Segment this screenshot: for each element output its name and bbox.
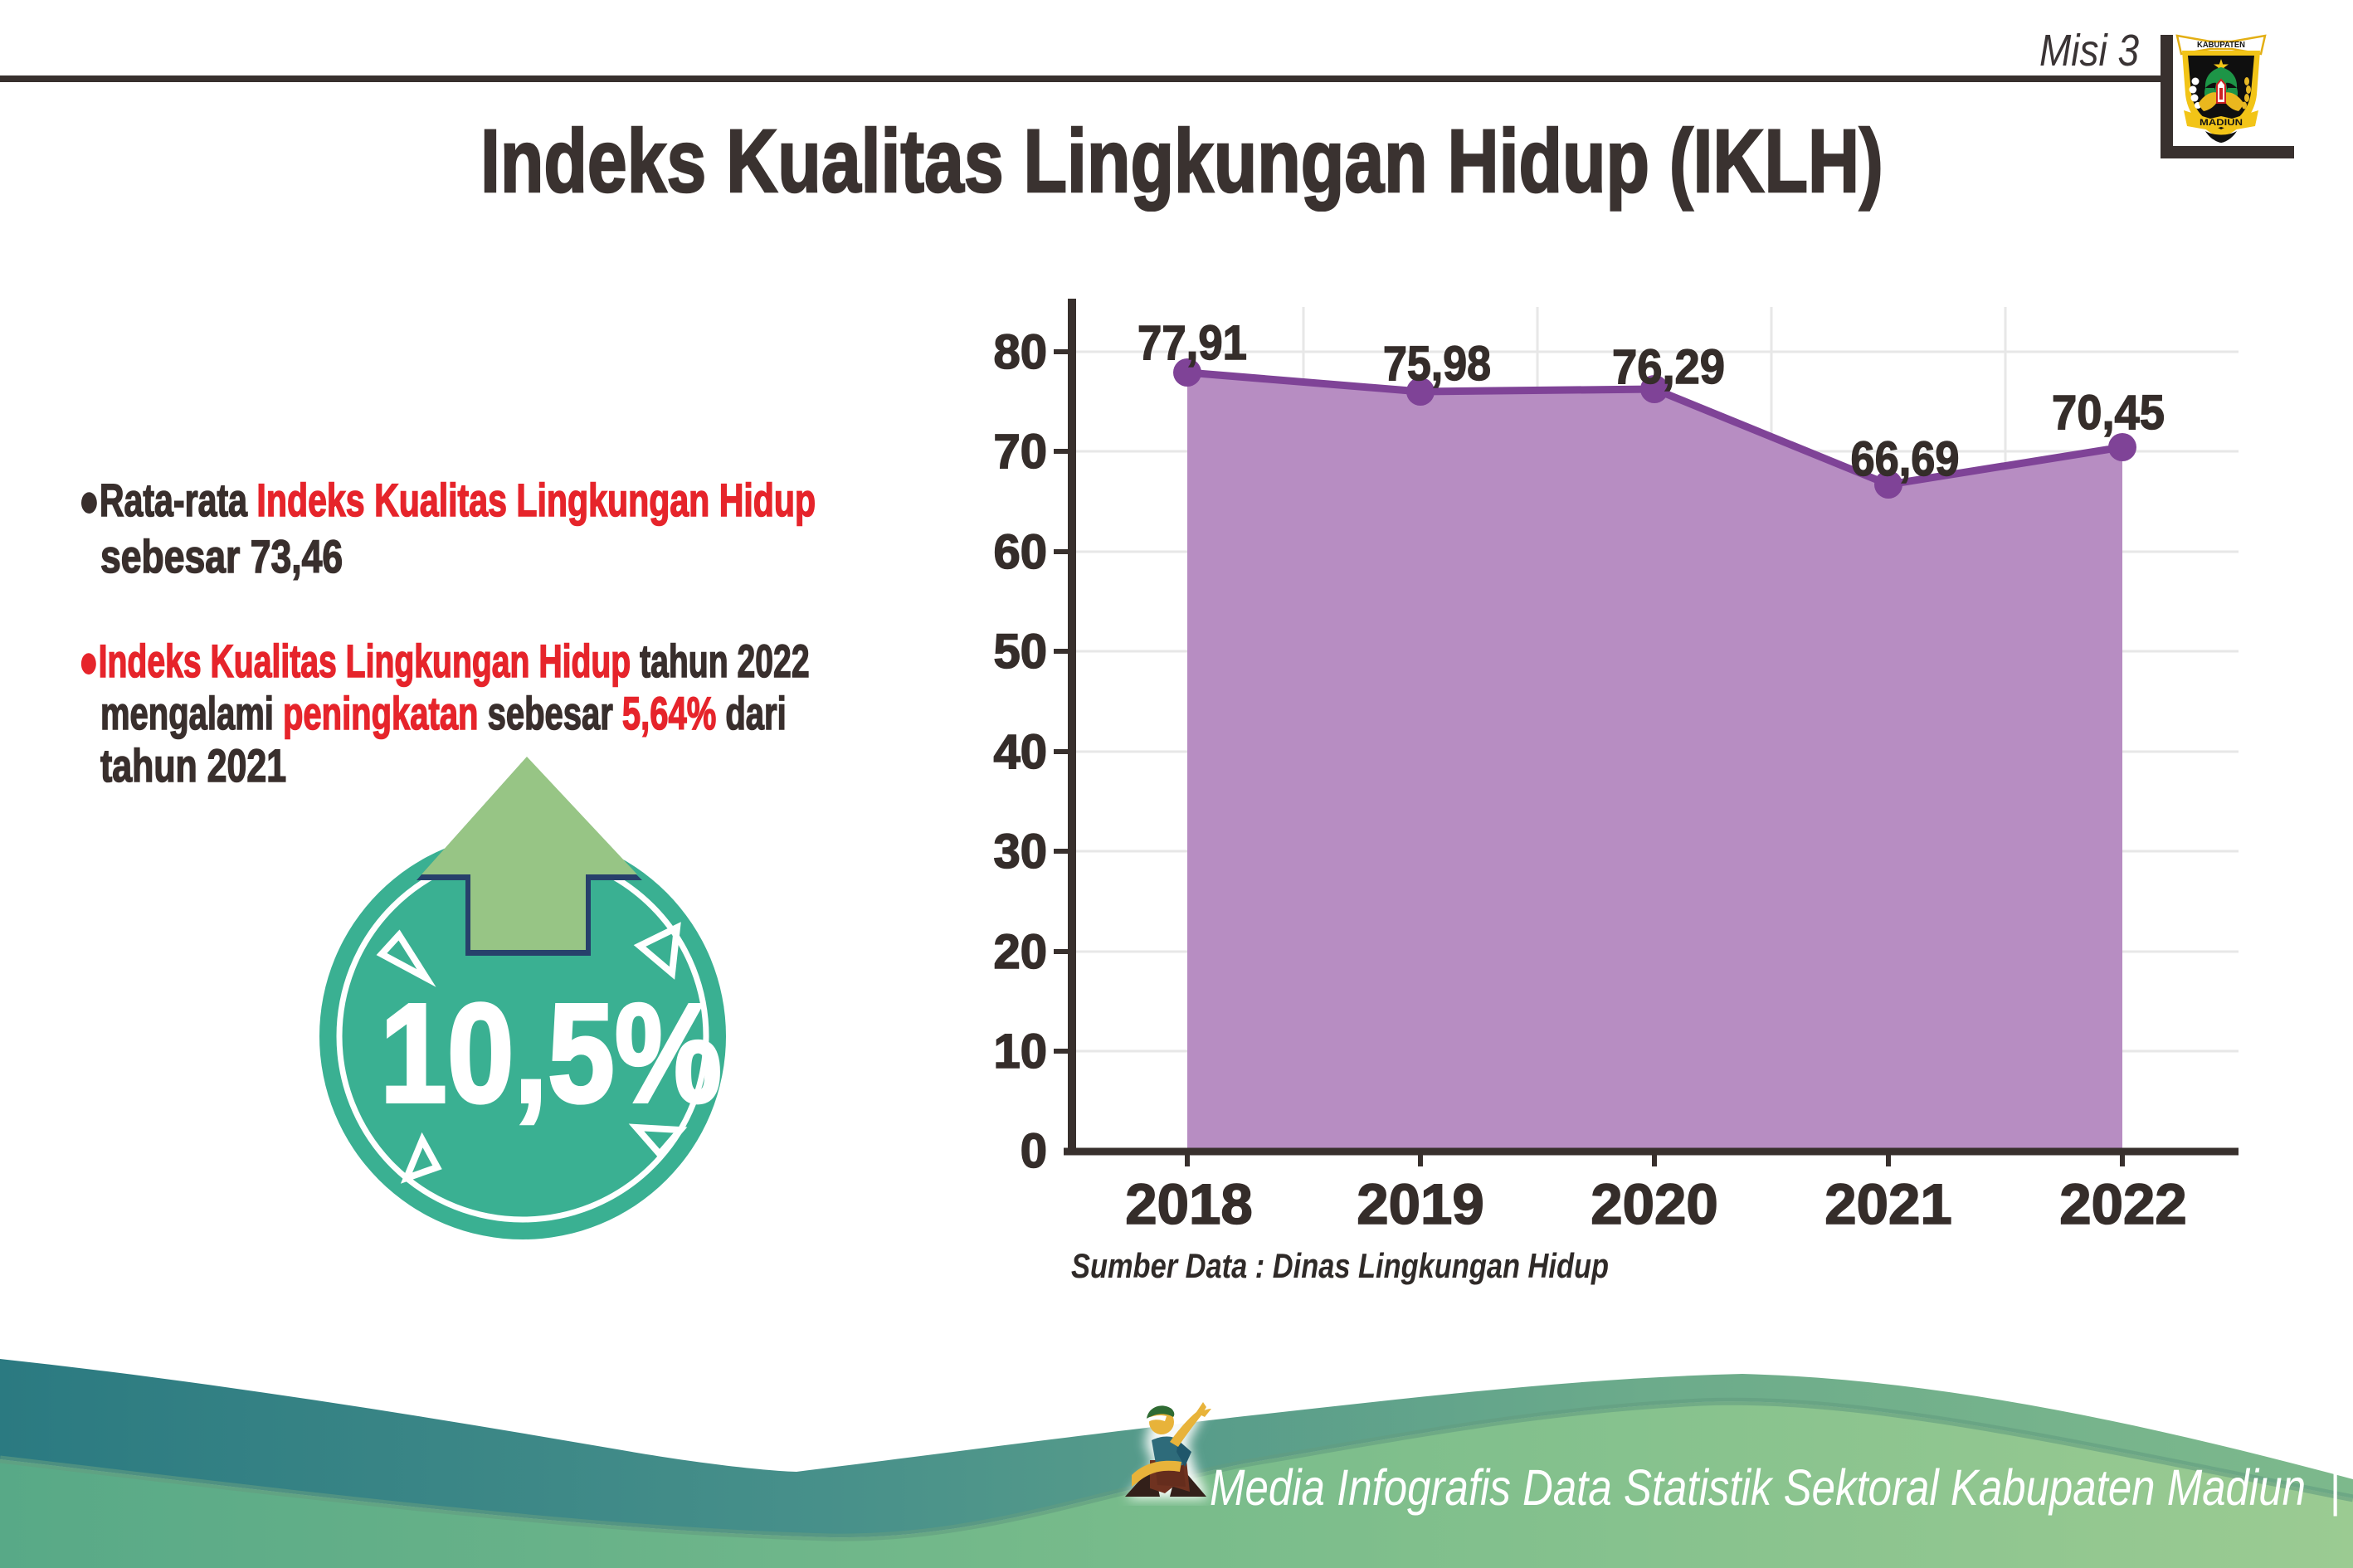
svg-text:66,69: 66,69 [1851,432,1960,486]
svg-text:50: 50 [993,625,1047,679]
svg-text:KABUPATEN: KABUPATEN [2197,40,2245,50]
svg-text:70: 70 [993,425,1047,479]
svg-text:2019: 2019 [1357,1172,1484,1236]
svg-text:2021: 2021 [1824,1172,1952,1236]
svg-text:76,29: 76,29 [1612,340,1725,394]
svg-text:77,91: 77,91 [1138,316,1247,370]
svg-text:2020: 2020 [1591,1172,1718,1236]
svg-text:70,45: 70,45 [2052,386,2165,440]
svg-text:20: 20 [993,925,1047,979]
svg-text:10,5%: 10,5% [380,974,722,1132]
svg-text:40: 40 [993,725,1047,779]
svg-text:30: 30 [993,825,1047,879]
svg-text:80: 80 [993,325,1047,379]
svg-text:2022: 2022 [2059,1172,2187,1236]
svg-text:75,98: 75,98 [1383,337,1491,391]
svg-text:2018: 2018 [1125,1172,1253,1236]
svg-text:60: 60 [993,525,1047,579]
svg-text:10: 10 [993,1025,1047,1079]
svg-text:0: 0 [1021,1124,1047,1178]
svg-text:Sumber Data : Dinas Lingkungan: Sumber Data : Dinas Lingkungan Hidup [1071,1246,1609,1285]
svg-text:MADIUN: MADIUN [2200,118,2243,128]
